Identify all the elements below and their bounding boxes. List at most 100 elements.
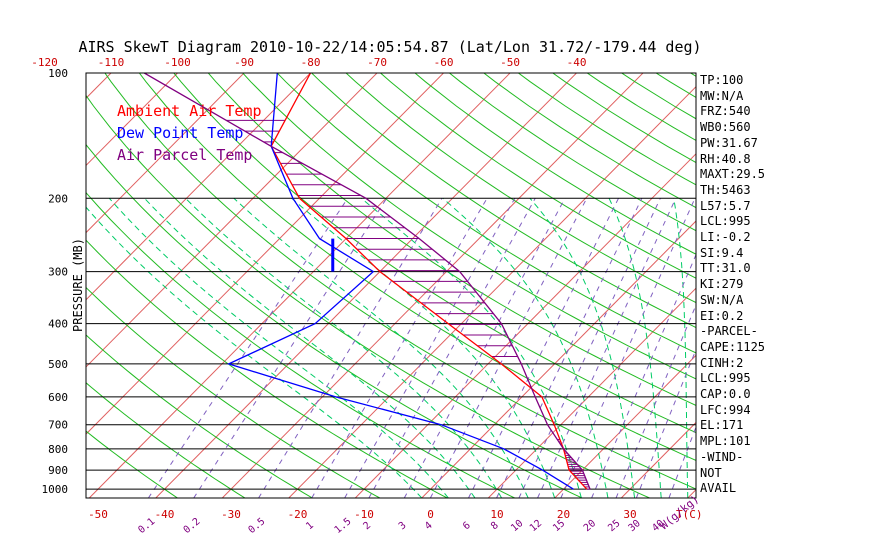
dry-adiabat-line <box>86 143 583 498</box>
mixing-ratio-line <box>193 198 388 498</box>
index-entry: FRZ:540 <box>700 104 751 119</box>
pressure-label: 900 <box>48 464 68 477</box>
mixing-ratio-label: 25 <box>606 518 622 534</box>
isotherm-line <box>487 287 696 498</box>
mixing-ratio-line <box>311 198 488 498</box>
dry-adiabat-line <box>138 73 696 462</box>
top-temp-label: -40 <box>567 56 587 69</box>
top-temp-label: -80 <box>301 56 321 69</box>
mixing-ratio-line <box>615 303 696 498</box>
index-entry: CINH:2 <box>700 355 744 370</box>
index-entry: WB0:560 <box>700 120 751 135</box>
pressure-label: 200 <box>48 192 68 205</box>
index-entry: RH:40.8 <box>700 151 751 166</box>
isotherm-line <box>88 73 511 498</box>
moist-adiabat-line <box>86 206 423 498</box>
isotherm-line <box>288 85 696 498</box>
mixing-ratio-line <box>496 198 643 498</box>
moist-adiabat-line <box>233 197 529 498</box>
dry-adiabat-line <box>86 382 246 498</box>
isotherm-line <box>354 153 696 498</box>
index-entry: NOT <box>700 465 722 480</box>
isotherm-line <box>221 73 644 498</box>
index-entry: AVAIL <box>700 481 737 496</box>
mixing-ratio-line <box>537 198 677 498</box>
isotherm-line <box>86 73 245 234</box>
profile-dew-point-temp <box>226 73 574 490</box>
index-entry: LI:-0.2 <box>700 230 751 244</box>
mixing-ratio-label: 12 <box>528 518 544 534</box>
top-temp-labels: -120 -110 -100 -90 -80 -70 -60 -50 -40 <box>31 56 586 69</box>
bottom-temp-label: 30 <box>623 508 636 521</box>
plot-frame <box>85 72 697 499</box>
index-entry: CAPE:1125 <box>700 339 766 354</box>
index-entry: MPL:101 <box>700 434 751 449</box>
isotherm-line <box>86 73 445 435</box>
mixing-ratio-line <box>344 198 516 498</box>
moist-adiabat-line <box>144 197 476 498</box>
dry-adiabat-line <box>86 94 650 498</box>
index-entry: TH:5463 <box>700 182 751 197</box>
top-temp-label: -100 <box>164 56 191 69</box>
dry-adiabat-line <box>414 73 696 255</box>
t-unit-label: T(C) <box>676 508 703 521</box>
isotherm-line <box>421 220 696 498</box>
mixing-ratio-label: 0.2 <box>182 516 203 536</box>
index-entry: EL:171 <box>700 418 744 433</box>
mixing-ratio-label: 0.5 <box>247 516 268 536</box>
mixing-ratio-label: 6 <box>461 520 473 532</box>
bottom-temp-label: -10 <box>354 508 374 521</box>
hatched-area <box>226 119 591 490</box>
top-temp-label: -60 <box>434 56 454 69</box>
bottom-temp-label: 20 <box>557 508 570 521</box>
top-temp-label: -90 <box>234 56 254 69</box>
index-entry: SI:9.4 <box>700 245 744 260</box>
mixing-ratio-label: 10 <box>509 518 525 534</box>
moist-adiabat-line <box>108 197 449 498</box>
dry-adiabat-line <box>276 73 696 354</box>
pressure-labels: 100 200 300 400 500 600 700 800 900 1000 <box>42 67 69 496</box>
dry-adiabat-line <box>86 286 381 498</box>
dry-adiabat-line <box>104 73 696 490</box>
index-entry: TT:31.0 <box>700 261 751 276</box>
index-entry: MAXT:29.5 <box>700 167 766 182</box>
isotherm-line <box>86 73 312 301</box>
isotherm-line <box>754 54 870 498</box>
mixing-ratio-line <box>635 348 696 498</box>
legend-dewpoint-label: Dew Point Temp <box>117 124 243 142</box>
moist-adiabat-line <box>673 198 689 498</box>
pressure-label: 600 <box>48 391 68 404</box>
mixing-ratio-label: 4 <box>423 520 435 532</box>
pressure-label: 300 <box>48 266 68 279</box>
mixing-ratio-line <box>668 425 696 498</box>
index-entry: L57:5.7 <box>700 198 751 213</box>
mixing-ratio-labels: 0.1 0.2 0.5 1 1.5 2 3 4 6 8 10 12 15 20 25 30 40 <box>136 516 666 536</box>
index-entry: KI:279 <box>700 277 744 292</box>
bottom-temp-label: -40 <box>155 508 175 521</box>
y-axis-label: PRESSURE (MB) <box>71 238 85 332</box>
index-entry: -WIND- <box>700 449 744 464</box>
isotherm-line <box>86 73 378 368</box>
index-entry: -PARCEL- <box>700 324 758 339</box>
mixing-ratio-label: 20 <box>582 518 598 534</box>
moist-adiabat-line <box>185 197 503 498</box>
pressure-label: 700 <box>48 419 68 432</box>
mixing-ratio-label: 8 <box>489 520 501 532</box>
mixing-ratio-line <box>403 198 566 498</box>
isotherm-line <box>554 354 696 498</box>
top-temp-label: -110 <box>98 56 125 69</box>
pressure-label: 1000 <box>42 483 69 496</box>
profile-lines <box>143 73 591 490</box>
index-entry: LCL:995 <box>700 371 751 386</box>
dry-adiabat-line <box>242 73 696 380</box>
moist-adiabat-line <box>291 197 556 498</box>
bottom-temp-label: -50 <box>88 508 108 521</box>
bottom-temp-labels: -50 -40 -30 -20 -10 0 10 20 30 <box>88 508 637 521</box>
mixing-ratio-line <box>591 253 696 498</box>
dry-adiabat-line <box>345 73 696 304</box>
moist-adiabat-line <box>529 197 636 498</box>
dry-adiabat-line <box>207 73 696 407</box>
chart-grid <box>86 54 870 498</box>
index-entry: MW:N/A <box>700 88 744 103</box>
